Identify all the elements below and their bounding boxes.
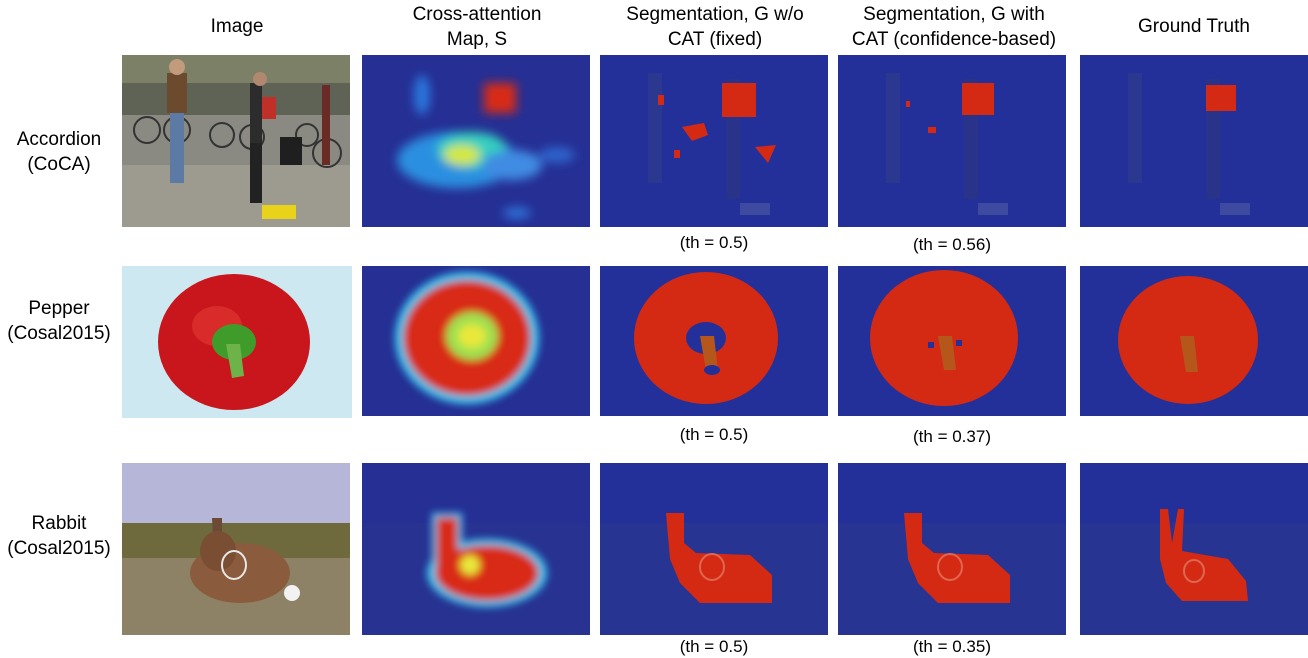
pepper-seg-with-cat	[838, 266, 1066, 416]
accordion-seg-with-cat	[838, 55, 1066, 227]
header-ground-truth: Ground Truth	[1138, 16, 1250, 37]
rabbit-seg-without-cat	[600, 463, 828, 635]
pepper-seg-without-cat	[600, 266, 828, 416]
row-label-accordion: Accordion (CoCA)	[16, 129, 102, 175]
rabbit-image	[122, 463, 350, 635]
pepper-threshold-fixed: (th = 0.5)	[679, 425, 749, 444]
header-seg-with-cat: Segmentation, G with CAT (confidence-bas…	[851, 4, 1057, 50]
accordion-ground-truth	[1080, 55, 1308, 227]
header-image: Image	[210, 16, 264, 37]
pepper-threshold-confidence: (th = 0.37)	[913, 427, 991, 446]
rabbit-ground-truth	[1080, 463, 1308, 635]
row-label-rabbit: Rabbit (Cosal2015)	[7, 513, 111, 559]
header-cross-attention: Cross-attention Map, S	[412, 4, 542, 50]
accordion-image	[122, 55, 350, 227]
rabbit-threshold-confidence: (th = 0.35)	[913, 637, 991, 656]
rabbit-cross-attention	[362, 463, 590, 635]
accordion-seg-without-cat	[600, 55, 828, 227]
pepper-cross-attention	[362, 266, 590, 416]
pepper-image	[122, 266, 352, 418]
header-seg-without-cat: Segmentation, G w/o CAT (fixed)	[626, 4, 804, 50]
rabbit-seg-with-cat	[838, 463, 1066, 635]
accordion-threshold-confidence: (th = 0.56)	[913, 235, 991, 254]
row-label-pepper: Pepper (Cosal2015)	[7, 298, 111, 344]
accordion-cross-attention	[362, 55, 590, 227]
rabbit-threshold-fixed: (th = 0.5)	[679, 637, 749, 656]
pepper-ground-truth	[1080, 266, 1308, 416]
accordion-threshold-fixed: (th = 0.5)	[679, 233, 749, 252]
